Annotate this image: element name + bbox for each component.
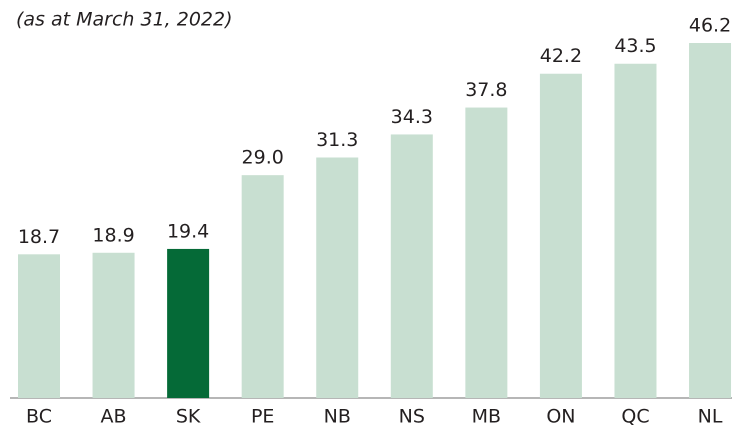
x-tick-label: ON [546,406,575,428]
data-label: 19.4 [167,220,209,242]
data-label: 29.0 [242,147,284,169]
data-label: 31.3 [316,129,358,151]
bar [316,157,359,398]
bar [539,73,582,398]
data-label: 42.2 [540,45,582,67]
bar [614,63,657,398]
x-tick-label: NB [324,406,351,428]
bar [92,252,135,398]
bar [18,254,60,398]
x-tick-label: PE [251,406,274,428]
data-label: 37.8 [465,79,507,101]
x-tick-label: QC [621,406,649,428]
bar [390,134,433,398]
data-label: 43.5 [614,35,656,57]
data-label: 18.7 [18,226,60,248]
x-tick-label: BC [26,406,52,428]
x-tick-label: NS [399,406,425,428]
bar [241,175,284,398]
x-tick-label: SK [176,406,201,428]
data-label: 34.3 [391,106,433,128]
x-tick-label: NL [698,406,723,428]
data-label: 18.9 [92,224,134,246]
x-tick-label: AB [101,406,127,428]
bar [465,107,508,398]
bar [689,43,732,398]
chart-subtitle: (as at March 31, 2022) [16,9,233,31]
bar [167,248,210,398]
x-tick-label: MB [472,406,501,428]
data-label: 46.2 [689,15,731,37]
